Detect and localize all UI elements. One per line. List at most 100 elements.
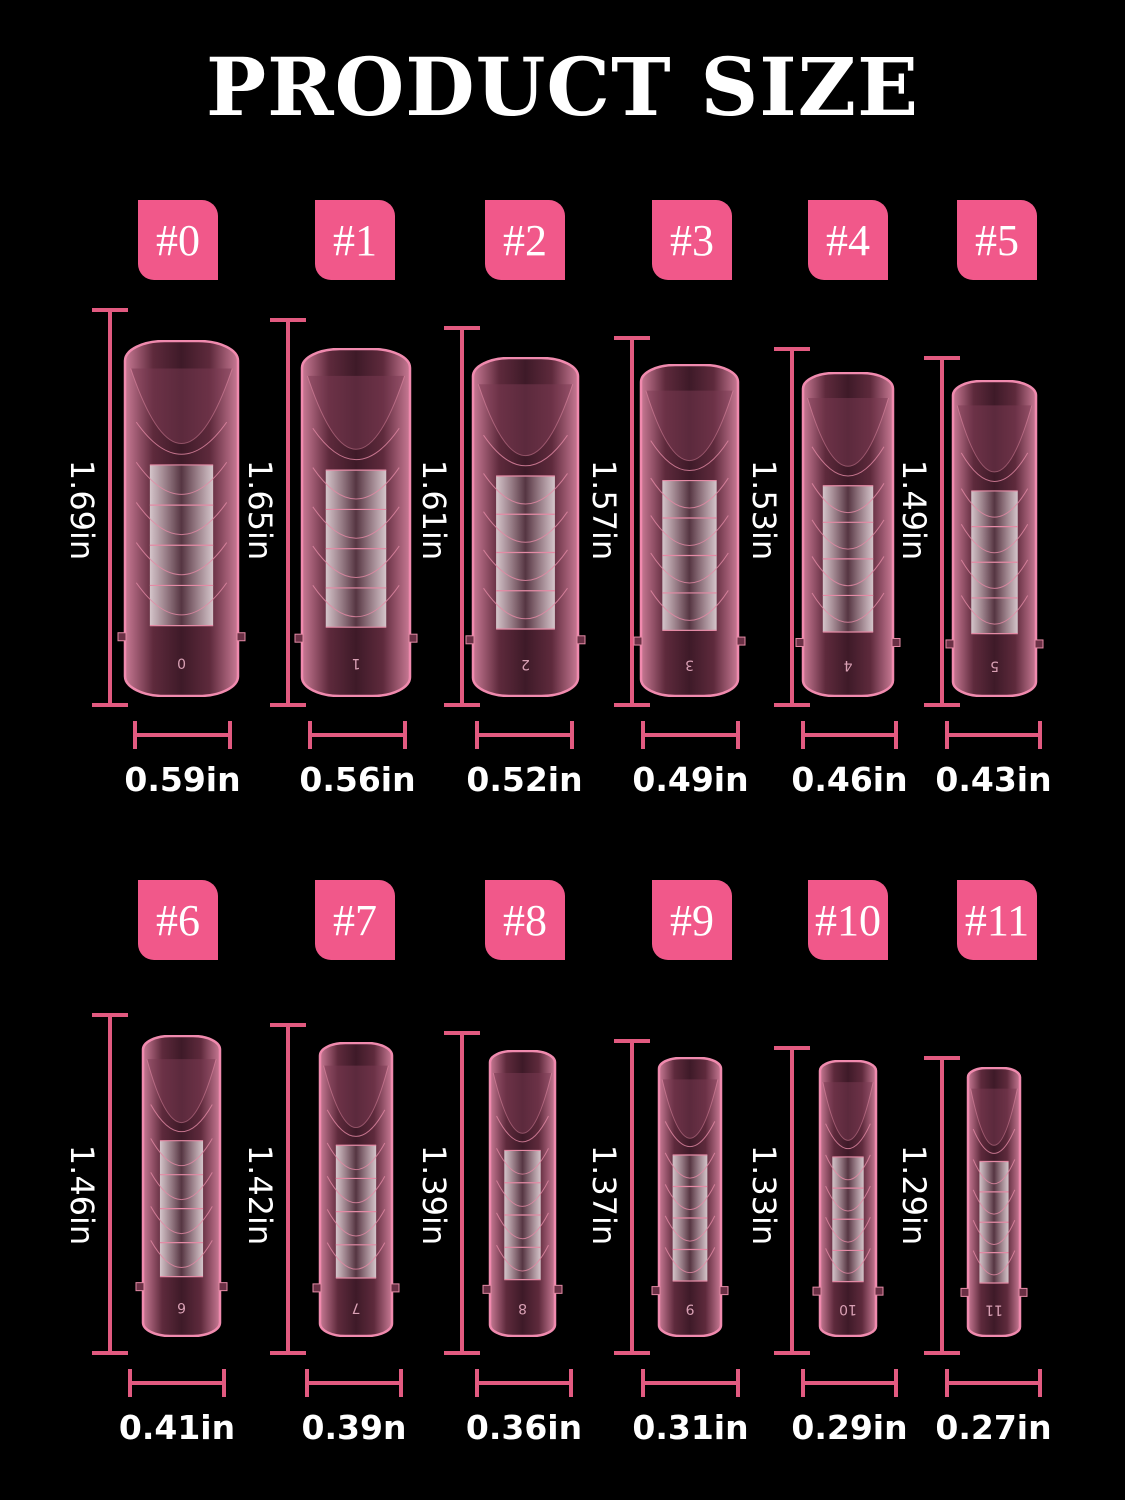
width-label: 0.52in <box>466 760 583 799</box>
length-line-cap <box>92 703 128 707</box>
nail-tip-image: 4 <box>795 371 901 698</box>
length-label: 1.39in <box>415 1144 453 1246</box>
width-line-cap <box>228 721 232 749</box>
length-label: 1.65in <box>241 459 279 561</box>
svg-text:9: 9 <box>686 1301 695 1317</box>
size-badge: #7 <box>315 880 395 960</box>
length-line-cap <box>774 1046 810 1050</box>
width-line-cap <box>894 1369 898 1397</box>
svg-text:2: 2 <box>521 656 530 672</box>
length-line-cap <box>614 1351 650 1355</box>
length-label: 1.61in <box>415 459 453 561</box>
length-line-cap <box>444 326 480 330</box>
length-dimension-line <box>940 358 944 705</box>
width-dimension-line <box>307 1381 401 1385</box>
nail-tip-image: 6 <box>135 1034 228 1338</box>
width-label: 0.29in <box>791 1408 908 1447</box>
width-label: 0.27in <box>935 1408 1052 1447</box>
width-dimension-line <box>803 733 896 737</box>
size-badge: #8 <box>485 880 565 960</box>
length-line-cap <box>774 1351 810 1355</box>
svg-text:0: 0 <box>177 654 186 670</box>
length-dimension-line <box>790 349 794 705</box>
width-line-cap <box>1038 721 1042 749</box>
size-badge: #10 <box>808 880 888 960</box>
length-line-cap <box>92 1351 128 1355</box>
nail-tip-image: 7 <box>312 1041 400 1338</box>
length-line-cap <box>92 1013 128 1017</box>
length-label: 1.29in <box>895 1144 933 1246</box>
width-label: 0.43in <box>935 760 1052 799</box>
nail-tip-image: 8 <box>482 1049 563 1338</box>
size-badge: #4 <box>808 200 888 280</box>
length-dimension-line <box>790 1048 794 1353</box>
width-line-cap <box>403 721 407 749</box>
width-line-cap <box>894 721 898 749</box>
width-dimension-line <box>947 733 1040 737</box>
length-label: 1.42in <box>241 1144 279 1246</box>
width-line-cap <box>475 721 479 749</box>
length-label: 1.33in <box>745 1144 783 1246</box>
length-line-cap <box>270 318 306 322</box>
length-line-cap <box>774 703 810 707</box>
length-line-cap <box>614 336 650 340</box>
width-line-cap <box>945 1369 949 1397</box>
length-dimension-line <box>460 1033 464 1353</box>
width-line-cap <box>133 721 137 749</box>
width-line-cap <box>128 1369 132 1397</box>
length-line-cap <box>774 347 810 351</box>
svg-text:10: 10 <box>839 1301 857 1317</box>
width-line-cap <box>641 721 645 749</box>
length-dimension-line <box>460 328 464 705</box>
length-line-cap <box>270 703 306 707</box>
length-line-cap <box>270 1351 306 1355</box>
length-line-cap <box>614 703 650 707</box>
width-label: 0.36in <box>465 1408 583 1447</box>
width-dimension-line <box>947 1381 1040 1385</box>
size-badge: #5 <box>957 200 1037 280</box>
length-label: 1.57in <box>585 459 623 561</box>
length-dimension-line <box>108 310 112 705</box>
length-label: 1.53in <box>745 459 783 561</box>
width-line-cap <box>736 1369 740 1397</box>
width-line-cap <box>801 721 805 749</box>
length-line-cap <box>924 356 960 360</box>
nail-tip-image: 1 <box>294 347 418 698</box>
length-label: 1.49in <box>895 459 933 561</box>
nail-tip-image: 11 <box>960 1066 1028 1338</box>
svg-text:5: 5 <box>990 658 999 674</box>
size-badge: #3 <box>652 200 732 280</box>
page-title: PRODUCT SIZE <box>205 40 920 134</box>
width-dimension-line <box>130 1381 224 1385</box>
width-dimension-line <box>135 733 230 737</box>
nail-tip-image: 2 <box>465 356 586 698</box>
size-badge: #11 <box>957 880 1037 960</box>
width-label: 0.41in <box>118 1408 236 1447</box>
svg-text:11: 11 <box>985 1301 1003 1317</box>
length-label: 1.37in <box>585 1144 623 1246</box>
width-dimension-line <box>643 733 738 737</box>
width-line-cap <box>945 721 949 749</box>
length-line-cap <box>444 1031 480 1035</box>
length-dimension-line <box>630 338 634 705</box>
length-dimension-line <box>108 1015 112 1353</box>
length-line-cap <box>270 1023 306 1027</box>
length-line-cap <box>924 1351 960 1355</box>
svg-text:1: 1 <box>352 655 361 671</box>
length-dimension-line <box>940 1058 944 1353</box>
length-dimension-line <box>286 320 290 705</box>
width-label: 0.31in <box>632 1408 749 1447</box>
size-badge: #1 <box>315 200 395 280</box>
length-line-cap <box>444 1351 480 1355</box>
width-line-cap <box>475 1369 479 1397</box>
width-line-cap <box>801 1369 805 1397</box>
svg-text:6: 6 <box>177 1299 186 1315</box>
width-label: 0.49in <box>632 760 749 799</box>
nail-tip-image: 5 <box>945 379 1044 698</box>
svg-text:4: 4 <box>843 657 852 673</box>
nail-tip-image: 0 <box>117 339 246 698</box>
length-dimension-line <box>630 1041 634 1353</box>
width-label: 0.56in <box>299 760 416 799</box>
size-badge: #0 <box>138 200 218 280</box>
